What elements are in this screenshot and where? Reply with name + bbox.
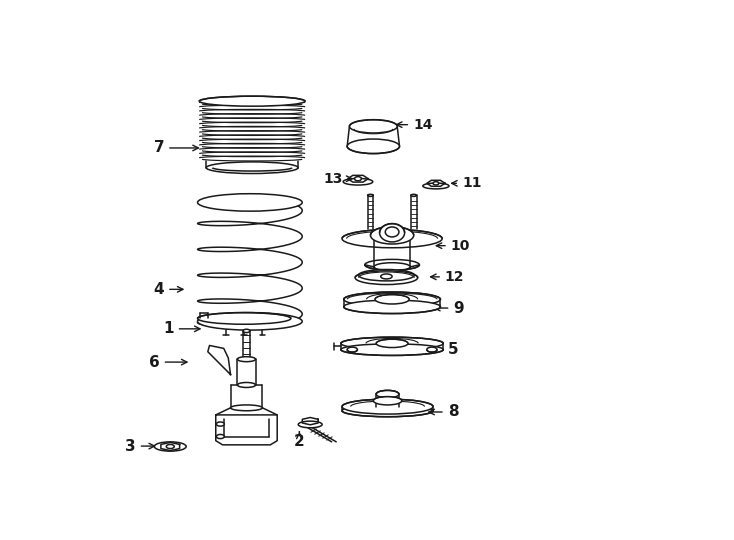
Ellipse shape [365,259,419,270]
Ellipse shape [197,313,291,324]
Ellipse shape [426,347,437,352]
Text: 12: 12 [431,270,465,284]
Ellipse shape [342,230,442,248]
Ellipse shape [344,300,440,314]
Ellipse shape [374,396,401,405]
Polygon shape [348,176,368,182]
Ellipse shape [217,435,225,438]
Ellipse shape [344,178,373,185]
Ellipse shape [154,442,186,451]
Text: 4: 4 [153,282,183,297]
Ellipse shape [349,120,397,133]
Ellipse shape [347,139,399,153]
Ellipse shape [199,96,305,106]
Ellipse shape [344,292,440,307]
Ellipse shape [374,263,410,271]
Ellipse shape [371,227,414,244]
Ellipse shape [341,337,443,349]
Ellipse shape [376,339,408,348]
Polygon shape [302,417,318,425]
Ellipse shape [347,347,357,352]
Ellipse shape [411,194,417,197]
Polygon shape [161,442,180,450]
Text: 3: 3 [125,438,155,454]
Ellipse shape [376,390,399,398]
Ellipse shape [237,357,255,362]
Text: 9: 9 [435,301,464,315]
Ellipse shape [342,405,433,417]
Text: 11: 11 [451,176,482,190]
Ellipse shape [298,421,322,428]
Text: 1: 1 [163,321,200,336]
Ellipse shape [355,177,361,181]
Ellipse shape [197,313,302,330]
Ellipse shape [341,344,443,355]
Text: 8: 8 [429,404,458,420]
Ellipse shape [385,227,399,237]
Ellipse shape [237,382,255,388]
Ellipse shape [358,269,414,281]
Ellipse shape [433,181,439,185]
Ellipse shape [243,329,250,333]
Ellipse shape [355,271,418,285]
Ellipse shape [423,183,449,189]
Ellipse shape [217,422,225,426]
Ellipse shape [197,194,302,211]
Ellipse shape [381,274,392,279]
Text: 14: 14 [396,118,432,132]
Text: 2: 2 [294,431,305,449]
Ellipse shape [167,444,174,449]
Ellipse shape [230,405,263,411]
Ellipse shape [379,224,404,242]
Ellipse shape [206,162,298,173]
Polygon shape [216,415,277,445]
Text: 10: 10 [436,239,470,253]
Ellipse shape [342,399,433,414]
Text: 7: 7 [153,140,198,156]
Ellipse shape [375,295,409,304]
Polygon shape [208,346,230,375]
Text: 13: 13 [324,172,352,186]
Text: 5: 5 [429,342,458,357]
Text: 6: 6 [149,355,187,369]
Polygon shape [426,180,445,186]
Ellipse shape [368,194,374,197]
